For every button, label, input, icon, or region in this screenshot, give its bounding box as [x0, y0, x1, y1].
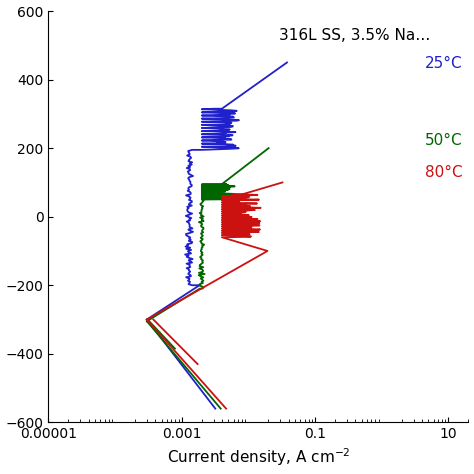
X-axis label: Current density, A cm$^{-2}$: Current density, A cm$^{-2}$ [167, 447, 350, 468]
Text: 25°C: 25°C [425, 55, 463, 71]
Text: 50°C: 50°C [425, 133, 463, 148]
Text: 80°C: 80°C [425, 165, 463, 180]
Text: 316L SS, 3.5% Na…: 316L SS, 3.5% Na… [280, 27, 431, 43]
